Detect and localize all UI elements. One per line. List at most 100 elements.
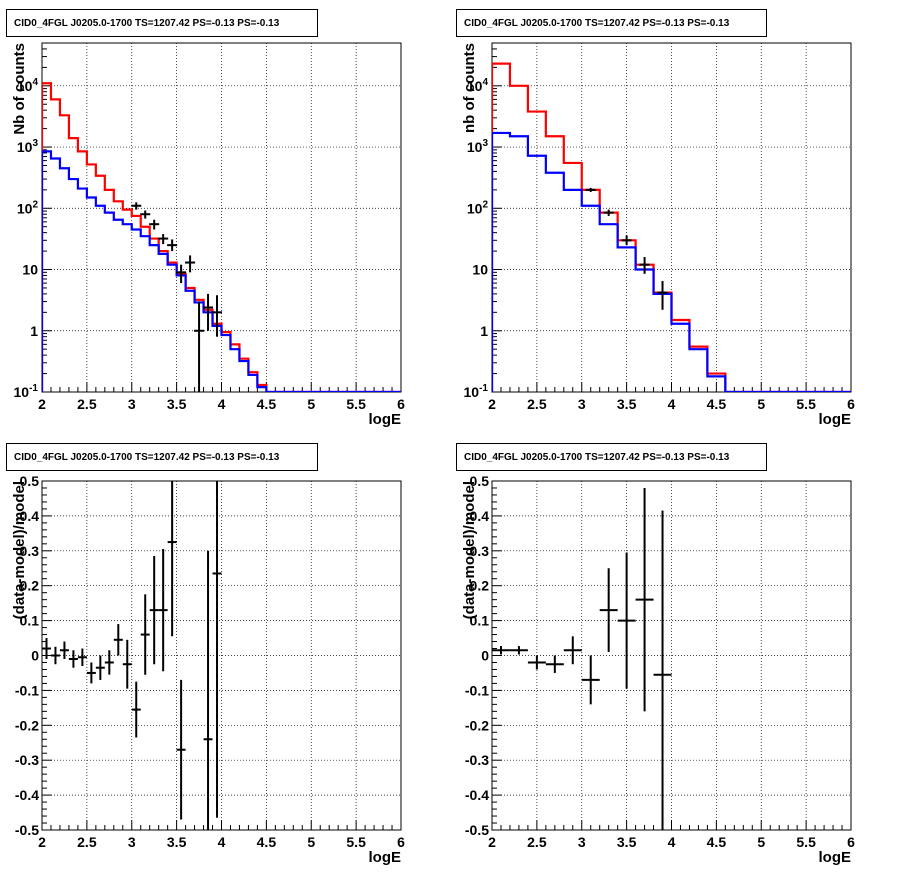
y-tick-label: 0 [481,648,489,664]
x-tick-label: 6 [397,396,405,412]
data-point [95,655,105,680]
x-tick-label: 3.5 [617,396,637,412]
y-axis-label: (data-model)/model [461,481,478,619]
data-point [59,641,69,659]
chart-panel-3: CID0_4FGL J0205.0-1700 TS=1207.42 PS=-0.… [6,443,405,866]
data-point [113,624,123,656]
data-point [657,280,668,310]
chart-title: CID0_4FGL J0205.0-1700 TS=1207.42 PS=-0.… [14,18,280,29]
x-axis-label: logE [819,849,852,866]
y-tick-label: 0.5 [470,473,490,489]
y-tick-label: 10-1 [14,383,39,400]
x-tick-label: 2.5 [527,834,547,850]
histogram-series-red [42,82,401,392]
y-tick-label: -0.1 [465,682,489,698]
data-point [68,650,78,668]
x-tick-label: 3 [578,396,586,412]
x-axis-label: logE [369,411,402,428]
histogram-series-blue [42,150,401,392]
grid [42,43,401,392]
y-axis-label: (data-model)/model [11,481,28,619]
x-tick-label: 4.5 [257,396,277,412]
x-tick-label: 3 [578,834,586,850]
data-point [203,550,213,830]
data-point [635,487,654,712]
x-tick-label: 5 [757,834,765,850]
x-tick-label: 2 [488,396,496,412]
x-tick-label: 3.5 [167,834,187,850]
data-point [599,568,618,653]
x-tick-label: 6 [847,834,855,850]
y-tick-label: -0.1 [15,682,39,698]
x-tick-label: 2 [38,396,46,412]
data-point [527,655,546,670]
data-point [77,648,87,666]
y-tick-label: -0.5 [15,822,39,838]
y-tick-label: -0.2 [465,717,489,733]
data-point [131,202,142,210]
data-point [167,239,178,252]
y-tick-label: 0.1 [20,613,40,629]
data-point [185,255,196,273]
histogram-series-blue [492,131,851,392]
y-tick-label: 10 [22,262,38,278]
x-axis-ticks [41,820,402,830]
data-layer [42,481,222,830]
x-tick-label: 5.5 [346,396,366,412]
chart-title: CID0_4FGL J0205.0-1700 TS=1207.42 PS=-0.… [464,452,730,463]
x-tick-label: 3.5 [617,834,637,850]
x-tick-label: 4 [668,396,676,412]
x-tick-label: 5.5 [346,834,366,850]
data-point [617,552,636,689]
y-tick-label: 0.3 [470,543,490,559]
y-tick-label: 1 [480,323,488,339]
x-tick-label: 3 [128,834,136,850]
data-point [492,646,510,655]
y-tick-label: 10 [472,262,488,278]
chart-title-box [6,9,318,37]
chart-title-box [456,443,767,471]
data-point [131,681,141,738]
data-layer [42,82,401,392]
y-tick-label: -0.3 [15,752,39,768]
y-tick-label: 0.3 [20,543,40,559]
y-tick-label: 10-1 [464,383,489,400]
y-tick-label: -0.5 [465,822,489,838]
x-tick-label: 5 [307,396,315,412]
data-point [50,646,60,665]
data-point [585,187,596,192]
x-axis-ticks [491,382,852,392]
data-point [42,638,51,659]
y-tick-label: 102 [467,199,489,216]
data-point [509,646,528,655]
data-point [86,662,96,684]
y-tick-label: -0.4 [465,787,489,803]
chart-title: CID0_4FGL J0205.0-1700 TS=1207.42 PS=-0.… [464,18,730,29]
y-axis-label: Nb of counts [11,43,28,135]
y-tick-label: -0.3 [465,752,489,768]
x-tick-label: 2 [488,834,496,850]
chart-panel-2: CID0_4FGL J0205.0-1700 TS=1207.42 PS=-0.… [456,9,855,428]
data-point [603,209,614,216]
y-axis-label: nb of counts [461,43,478,133]
x-tick-label: 5.5 [796,834,816,850]
x-axis-label: logE [369,849,402,866]
grid [492,481,851,830]
x-tick-label: 4 [218,834,226,850]
x-tick-label: 3 [128,396,136,412]
grid [492,43,851,392]
data-point [176,264,187,284]
chart-title-box [456,9,767,37]
data-point [158,234,169,245]
y-tick-label: -0.2 [15,717,39,733]
data-point [581,655,600,705]
x-tick-label: 5 [307,834,315,850]
x-tick-label: 4.5 [707,834,727,850]
data-point [149,556,159,665]
y-tick-label: 0.2 [470,578,490,594]
data-point [104,650,114,675]
data-point [203,293,214,331]
y-tick-label: 0.1 [470,613,490,629]
data-point [140,594,150,675]
